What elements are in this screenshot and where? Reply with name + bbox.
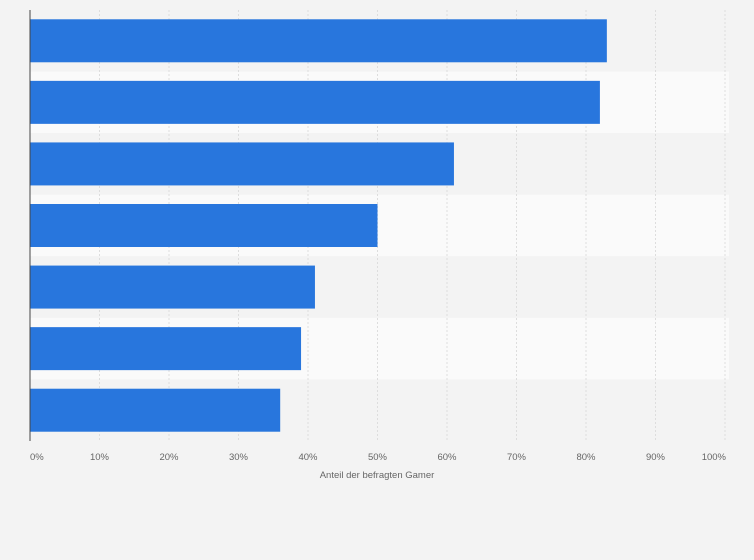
x-tick-label: 10% [90, 452, 110, 463]
x-tick-label: 60% [437, 452, 457, 463]
x-tick-label: 90% [646, 452, 666, 463]
x-tick-label: 80% [576, 452, 596, 463]
x-tick-label: 50% [368, 452, 388, 463]
bar[interactable] [30, 80, 600, 124]
bars [30, 19, 607, 432]
x-tick-label: 0% [30, 452, 44, 463]
bar[interactable] [30, 265, 315, 309]
bar[interactable] [30, 19, 607, 63]
x-tick-label: 100% [702, 452, 727, 463]
x-tick-label: 20% [159, 452, 179, 463]
x-tick-labels: 0% 10% 20% 30% 40% 50% 60% 70% 80% 90% 100% [30, 452, 727, 463]
x-axis-title: Anteil der befragten Gamer [320, 470, 435, 481]
bar[interactable] [30, 388, 281, 432]
x-tick-label: 40% [298, 452, 318, 463]
bar[interactable] [30, 327, 302, 371]
bar[interactable] [30, 204, 378, 247]
bar[interactable] [30, 142, 454, 186]
x-tick-label: 30% [229, 452, 249, 463]
x-tick-label: 70% [507, 452, 527, 463]
